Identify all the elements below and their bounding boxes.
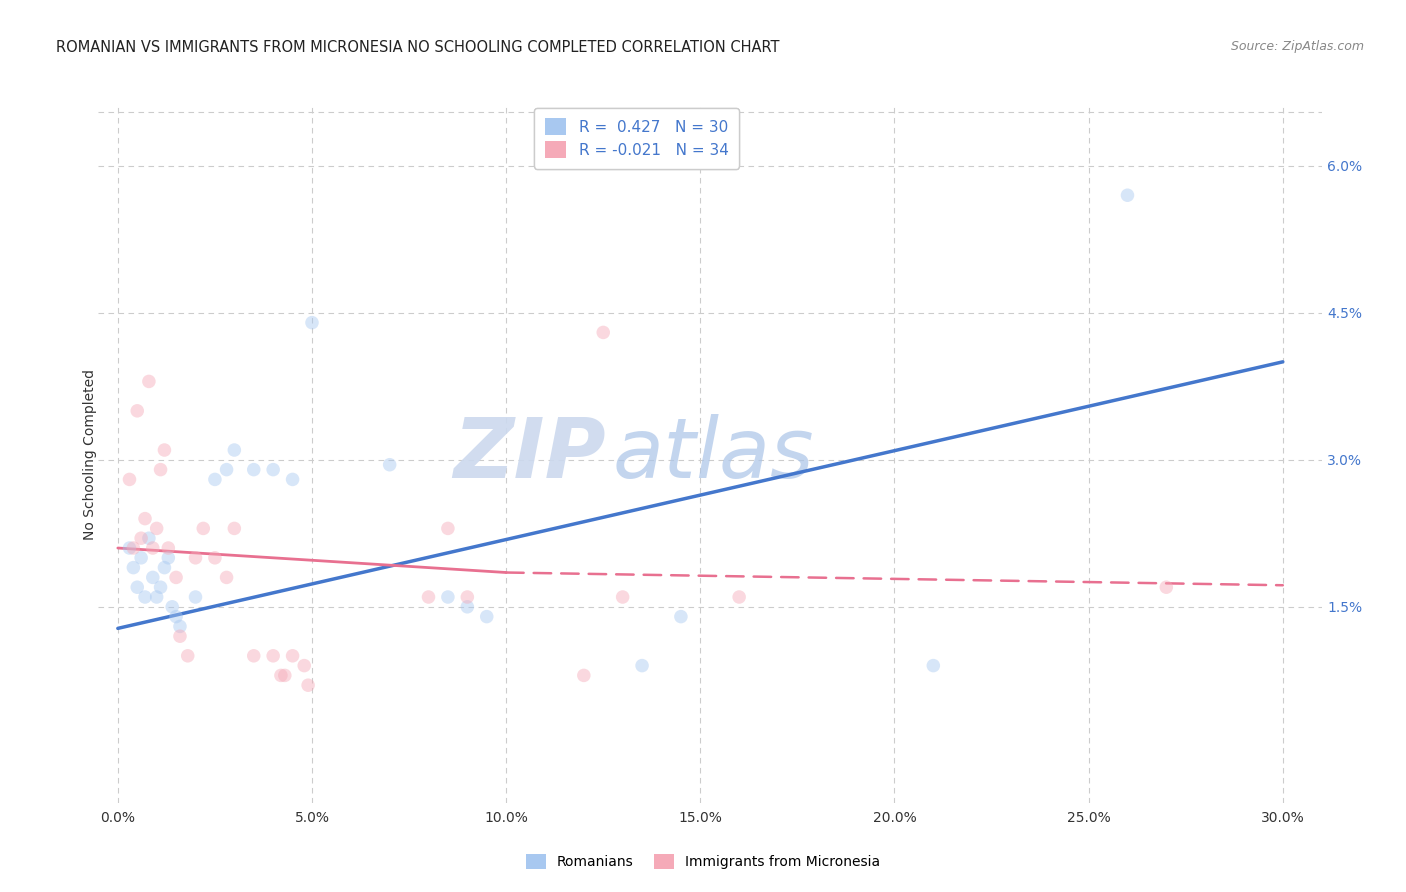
Point — [122, 541, 145, 555]
Point — [1156, 580, 1178, 594]
Point — [145, 521, 167, 535]
Point — [262, 648, 284, 663]
Point — [138, 531, 160, 545]
Legend: R =  0.427   N = 30, R = -0.021   N = 34: R = 0.427 N = 30, R = -0.021 N = 34 — [534, 108, 740, 169]
Point — [281, 472, 304, 486]
Point — [728, 590, 751, 604]
Point — [153, 560, 176, 574]
Point — [612, 590, 634, 604]
Point — [270, 668, 292, 682]
Point — [437, 590, 460, 604]
Point — [475, 609, 498, 624]
Text: ROMANIAN VS IMMIGRANTS FROM MICRONESIA NO SCHOOLING COMPLETED CORRELATION CHART: ROMANIAN VS IMMIGRANTS FROM MICRONESIA N… — [56, 40, 780, 55]
Point — [118, 472, 141, 486]
Point — [184, 550, 207, 565]
Point — [122, 560, 145, 574]
Point — [242, 648, 264, 663]
Point — [301, 316, 323, 330]
Point — [153, 443, 176, 458]
Point — [165, 609, 187, 624]
Point — [184, 590, 207, 604]
Point — [127, 404, 149, 418]
Point — [157, 550, 180, 565]
Point — [193, 521, 215, 535]
Point — [169, 629, 191, 643]
Point — [215, 462, 238, 476]
Point — [292, 658, 315, 673]
Point — [169, 619, 191, 633]
Point — [160, 599, 183, 614]
Point — [224, 443, 246, 458]
Point — [142, 570, 165, 584]
Point — [274, 668, 297, 682]
Point — [129, 550, 152, 565]
Point — [157, 541, 180, 555]
Point — [592, 326, 614, 340]
Point — [922, 658, 945, 673]
Point — [262, 462, 284, 476]
Text: atlas: atlas — [612, 415, 814, 495]
Text: Source: ZipAtlas.com: Source: ZipAtlas.com — [1230, 40, 1364, 54]
Point — [378, 458, 401, 472]
Text: ZIP: ZIP — [453, 415, 606, 495]
Point — [242, 462, 264, 476]
Point — [138, 375, 160, 389]
Point — [129, 531, 152, 545]
Y-axis label: No Schooling Completed: No Schooling Completed — [83, 369, 97, 541]
Point — [165, 570, 187, 584]
Legend: Romanians, Immigrants from Micronesia: Romanians, Immigrants from Micronesia — [519, 847, 887, 876]
Point — [215, 570, 238, 584]
Point — [204, 550, 226, 565]
Point — [134, 590, 156, 604]
Point — [149, 580, 172, 594]
Point — [1116, 188, 1139, 202]
Point — [149, 462, 172, 476]
Point — [669, 609, 692, 624]
Point — [142, 541, 165, 555]
Point — [134, 511, 156, 525]
Point — [437, 521, 460, 535]
Point — [145, 590, 167, 604]
Point — [204, 472, 226, 486]
Point — [631, 658, 654, 673]
Point — [281, 648, 304, 663]
Point — [127, 580, 149, 594]
Point — [118, 541, 141, 555]
Point — [418, 590, 440, 604]
Point — [297, 678, 319, 692]
Point — [456, 590, 478, 604]
Point — [224, 521, 246, 535]
Point — [572, 668, 595, 682]
Point — [456, 599, 478, 614]
Point — [177, 648, 200, 663]
